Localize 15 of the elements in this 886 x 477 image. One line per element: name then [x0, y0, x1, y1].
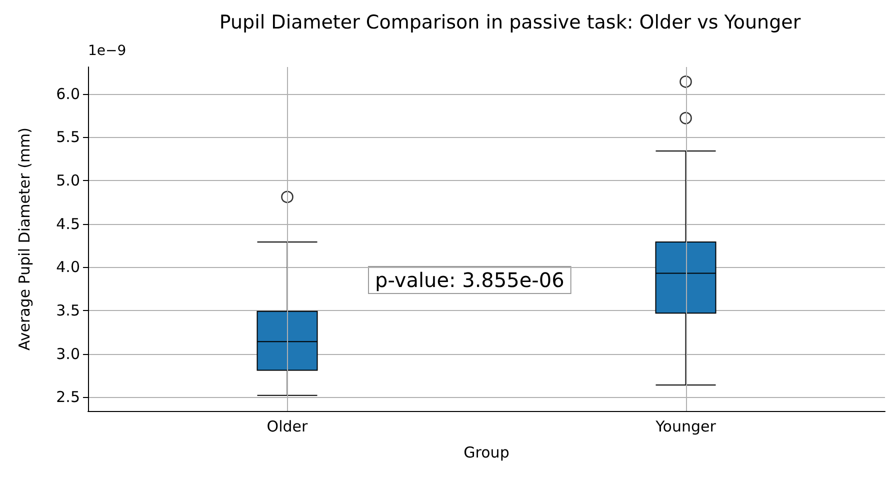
annotation: p-value: 3.855e-06 [375, 268, 564, 292]
y-tick-label: 4.0 [56, 258, 80, 276]
y-tick-label: 3.0 [56, 344, 80, 363]
y-tick-label: 2.5 [56, 388, 80, 406]
chart-title: Pupil Diameter Comparison in passive task: Older vs Younger [219, 12, 801, 34]
y-tick-label: 5.5 [56, 128, 80, 146]
y-tick-label: 5.0 [56, 172, 80, 190]
y-tick-label: 4.5 [56, 214, 80, 233]
y-tick-label: 6.0 [56, 84, 80, 103]
x-tick-label: Younger [654, 418, 717, 436]
x-axis-title: Group [464, 444, 510, 462]
x-tick-label: Older [266, 418, 309, 436]
y-tick-label: 3.5 [56, 301, 80, 320]
y-axis-title: Average Pupil Diameter (mm) [16, 127, 34, 351]
text: 1e−9 [88, 43, 126, 59]
